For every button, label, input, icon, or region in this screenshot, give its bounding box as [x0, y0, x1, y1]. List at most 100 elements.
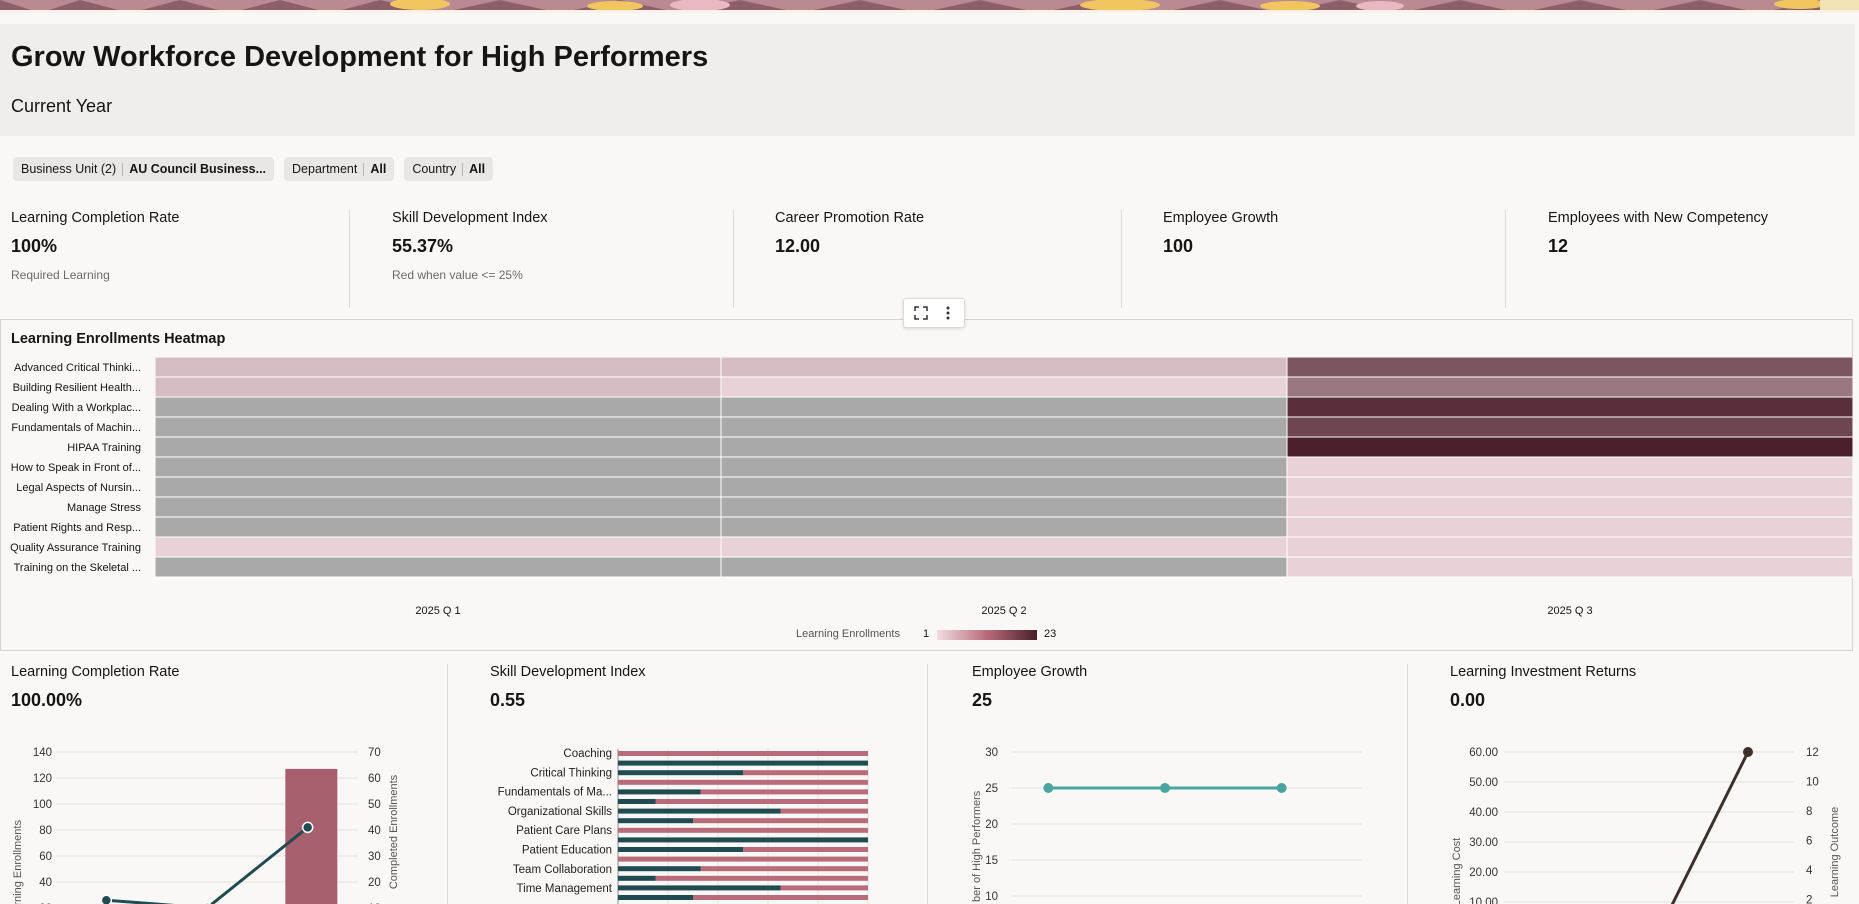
- filter-department[interactable]: Department All: [284, 157, 395, 181]
- kpi-employee-growth[interactable]: Employee Growth 100: [1163, 210, 1278, 308]
- heatmap-cell[interactable]: [1286, 496, 1853, 518]
- chart-bar-segment: [618, 779, 868, 785]
- chart-bar-segment: [618, 818, 693, 824]
- heatmap-cell[interactable]: [155, 396, 722, 418]
- heatmap-cell[interactable]: [1286, 516, 1853, 538]
- heatmap-row-label: Advanced Critical Thinki...: [14, 362, 141, 374]
- category-label: Time Management: [517, 883, 613, 895]
- chart-bar-segment: [618, 895, 693, 900]
- filter-bar: Business Unit (2) AU Council Business... …: [13, 157, 494, 181]
- heatmap-cell[interactable]: [155, 456, 722, 478]
- heatmap-cell[interactable]: [720, 436, 1288, 458]
- heatmap-grid[interactable]: [155, 357, 1853, 591]
- kpi-skill-development-index[interactable]: Skill Development Index 55.37% Red when …: [392, 210, 548, 308]
- heatmap-row-label: Dealing With a Workplac...: [11, 402, 141, 414]
- heatmap-legend-gradient: [937, 630, 1037, 640]
- card-skill-development-index[interactable]: Skill Development Index 0.55: [490, 664, 646, 711]
- heatmap-cell[interactable]: [155, 436, 722, 458]
- card-divider: [447, 664, 448, 904]
- page-header: Grow Workforce Development for High Perf…: [0, 24, 1855, 136]
- chart-bar-segment: [618, 799, 656, 804]
- card-learning-investment-returns[interactable]: Learning Investment Returns 0.00: [1450, 664, 1636, 711]
- heatmap-cell[interactable]: [720, 556, 1288, 578]
- heatmap-cell[interactable]: [1286, 376, 1853, 398]
- heatmap-legend-max: 23: [1044, 628, 1057, 640]
- heatmap-row-label: Patient Rights and Resp...: [13, 522, 141, 534]
- y2-tick-label: 50: [368, 799, 381, 811]
- category-label: Team Collaboration: [513, 864, 612, 876]
- heatmap-cell[interactable]: [720, 536, 1288, 558]
- heatmap-cell[interactable]: [155, 476, 722, 498]
- kpi-career-promotion-rate[interactable]: Career Promotion Rate 12.00: [775, 210, 924, 308]
- heatmap-cell[interactable]: [1286, 536, 1853, 558]
- heatmap-cell[interactable]: [155, 496, 722, 518]
- card-value: 0.55: [490, 690, 526, 710]
- heatmap-cell[interactable]: [155, 416, 722, 438]
- heatmap-cell[interactable]: [720, 357, 1288, 378]
- skill-development-chart[interactable]: Coaching Critical Thinking Fundamentals of…: [470, 735, 890, 904]
- heatmap-row-label: How to Speak in Front of...: [10, 462, 141, 474]
- heatmap-cell[interactable]: [155, 357, 722, 378]
- card-learning-completion-rate[interactable]: Learning Completion Rate 100.00%: [11, 664, 179, 711]
- chart-bar-segment: [700, 789, 868, 795]
- heatmap-cell[interactable]: [720, 456, 1288, 478]
- y-tick-label: 60.00: [1469, 747, 1498, 759]
- y-tick-label: 30: [985, 747, 998, 759]
- heatmap-cell[interactable]: [720, 376, 1288, 398]
- heatmap-cell[interactable]: [1286, 396, 1853, 418]
- chart-series-line: [1670, 751, 1750, 904]
- heatmap-cell[interactable]: [720, 396, 1288, 418]
- filter-business-unit[interactable]: Business Unit (2) AU Council Business...: [13, 157, 275, 181]
- heatmap-cell[interactable]: [155, 536, 722, 558]
- card-divider: [927, 664, 928, 904]
- heatmap-cell[interactable]: [1286, 476, 1853, 498]
- kpi-divider: [1505, 210, 1506, 308]
- heatmap-cell[interactable]: [1286, 456, 1853, 478]
- filter-country[interactable]: Country All: [404, 157, 494, 181]
- heatmap-cell[interactable]: [720, 516, 1288, 538]
- heatmap-cell[interactable]: [1286, 436, 1853, 458]
- learning-completion-chart[interactable]: 1401201008060402070605040302010Learning …: [0, 735, 430, 904]
- card-value: 0.00: [1450, 690, 1486, 710]
- page-title: Grow Workforce Development for High Perf…: [11, 41, 709, 73]
- kpi-note: Red when value <= 25%: [392, 268, 523, 282]
- kpi-label: Skill Development Index: [392, 210, 548, 226]
- chart-bar-segment: [780, 808, 868, 814]
- heatmap-cell[interactable]: [1286, 556, 1853, 578]
- chart-bar-segment: [693, 818, 868, 824]
- heatmap-cell[interactable]: [155, 556, 722, 578]
- learning-investment-chart[interactable]: 60.00 50.00 40.00 30.00 20.00 10.00 12 10 8 6 4 2 Le…: [1420, 735, 1859, 904]
- expand-icon[interactable]: [913, 305, 929, 321]
- heatmap-cell[interactable]: [155, 516, 722, 538]
- heatmap-row-label: Training on the Skeletal ...: [13, 562, 141, 574]
- category-label: Patient Care Plans: [516, 825, 612, 837]
- heatmap-row-label: Fundamentals of Machin...: [11, 422, 141, 434]
- card-employee-growth[interactable]: Employee Growth 25: [972, 664, 1087, 711]
- y2-axis-label: Learning Outcome: [1829, 807, 1841, 898]
- chart-bar-segment: [618, 866, 701, 872]
- heatmap-cell[interactable]: [720, 496, 1288, 518]
- filter-value: All: [370, 162, 387, 176]
- heatmap-cell[interactable]: [155, 376, 722, 398]
- chart-bar-segment: [700, 866, 868, 872]
- chart-bar-segment: [618, 827, 868, 833]
- heatmap-cell[interactable]: [720, 416, 1288, 438]
- y-tick-label: 40.00: [1469, 807, 1498, 819]
- y-tick-label: 10: [985, 891, 998, 903]
- kpi-employees-new-competency[interactable]: Employees with New Competency 12: [1548, 210, 1768, 308]
- kpi-divider: [733, 210, 734, 308]
- more-vertical-icon[interactable]: [940, 305, 956, 321]
- chart-point: [1160, 783, 1170, 793]
- heatmap-cell[interactable]: [1286, 357, 1853, 378]
- category-label: Coaching: [563, 748, 612, 760]
- category-label: Critical Thinking: [530, 767, 612, 779]
- kpi-learning-completion-rate[interactable]: Learning Completion Rate 100% Required L…: [11, 210, 179, 308]
- chart-series-line: [106, 826, 309, 904]
- card-value: 25: [972, 690, 993, 710]
- chart-bar-segment: [618, 885, 781, 891]
- heatmap-cell[interactable]: [720, 476, 1288, 498]
- y-tick-label: 40: [39, 877, 52, 889]
- chart-bar-segment: [743, 847, 868, 852]
- heatmap-cell[interactable]: [1286, 416, 1853, 438]
